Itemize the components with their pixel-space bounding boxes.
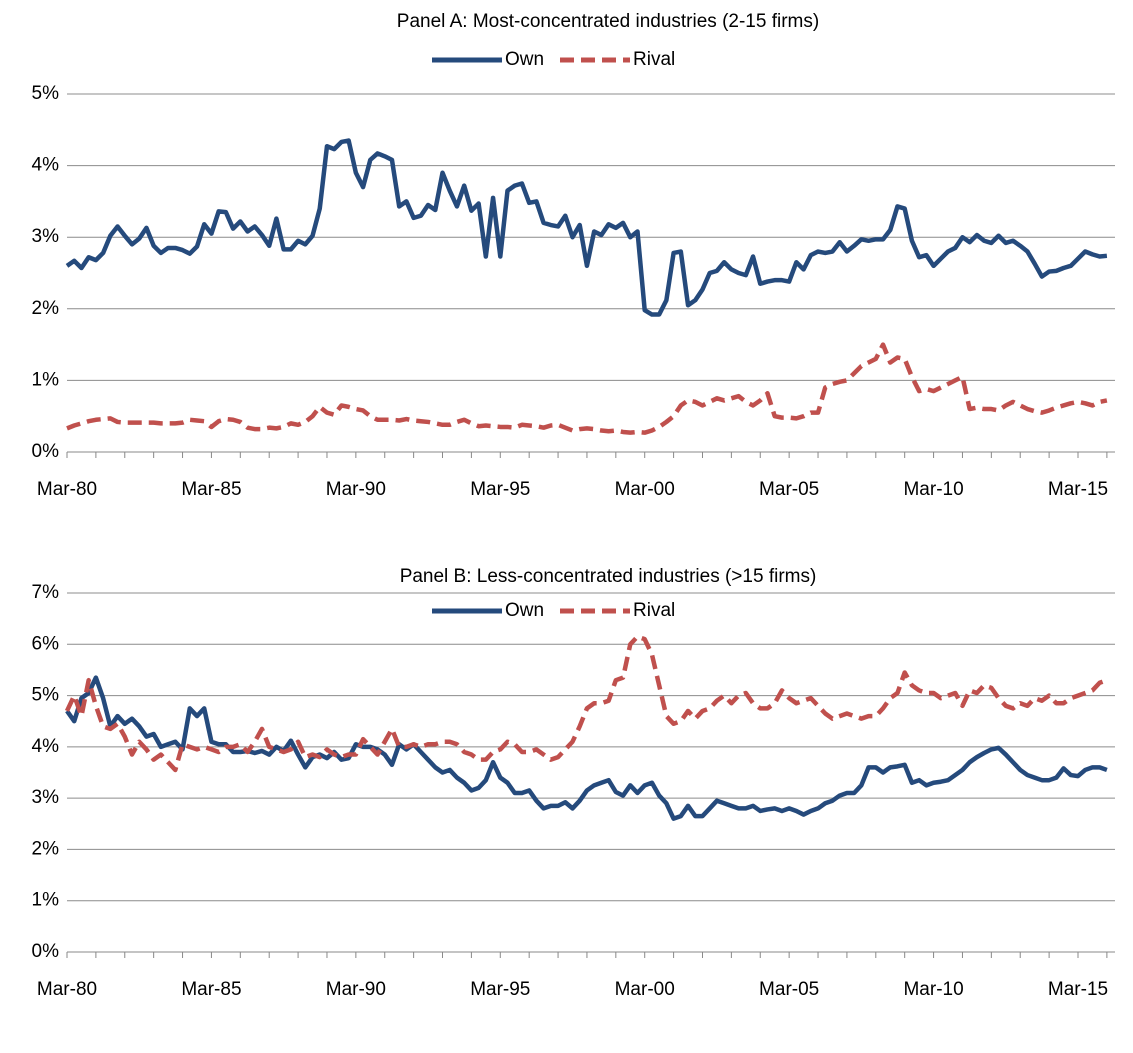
x-tick-label: Mar-95 bbox=[470, 979, 530, 1000]
x-tick-label: Mar-90 bbox=[326, 979, 386, 1000]
x-tick-label: Mar-80 bbox=[37, 979, 97, 1000]
series-line bbox=[65, 675, 1108, 821]
x-tick-label: Mar-10 bbox=[903, 479, 963, 500]
y-tick-label: 4% bbox=[32, 155, 60, 176]
x-tick-label: Mar-90 bbox=[326, 479, 386, 500]
y-tick-label: 1% bbox=[32, 369, 60, 390]
x-tick-label: Mar-80 bbox=[37, 479, 97, 500]
x-tick-label: Mar-85 bbox=[181, 979, 241, 1000]
x-tick-label: Mar-00 bbox=[615, 979, 675, 1000]
series-line bbox=[64, 634, 1108, 773]
legend-label: Rival bbox=[633, 49, 675, 70]
x-tick-label: Mar-05 bbox=[759, 479, 819, 500]
x-tick-label: Mar-95 bbox=[470, 479, 530, 500]
x-tick-label: Mar-10 bbox=[903, 979, 963, 1000]
y-tick-label: 5% bbox=[32, 83, 60, 104]
y-tick-label: 2% bbox=[32, 838, 60, 859]
series-line bbox=[66, 342, 1108, 435]
legend-label: Own bbox=[505, 600, 544, 621]
x-tick-label: Mar-00 bbox=[615, 479, 675, 500]
y-tick-label: 0% bbox=[32, 941, 60, 962]
y-tick-label: 2% bbox=[32, 298, 60, 319]
legend-label: Own bbox=[505, 49, 544, 70]
series-line bbox=[65, 138, 1108, 317]
x-tick-label: Mar-15 bbox=[1048, 979, 1108, 1000]
x-tick-label: Mar-15 bbox=[1048, 479, 1108, 500]
x-tick-label: Mar-85 bbox=[181, 479, 241, 500]
y-tick-label: 6% bbox=[32, 633, 60, 654]
y-tick-label: 3% bbox=[32, 787, 60, 808]
y-tick-label: 5% bbox=[32, 685, 60, 706]
y-tick-label: 3% bbox=[32, 226, 60, 247]
y-tick-label: 0% bbox=[32, 441, 60, 462]
x-tick-label: Mar-05 bbox=[759, 979, 819, 1000]
legend-label: Rival bbox=[633, 600, 675, 621]
y-tick-label: 4% bbox=[32, 736, 60, 757]
chart-title: Panel B: Less-concentrated industries (>… bbox=[400, 566, 817, 587]
y-tick-label: 1% bbox=[32, 890, 60, 911]
y-tick-label: 7% bbox=[32, 582, 60, 603]
chart-title: Panel A: Most-concentrated industries (2… bbox=[397, 11, 819, 32]
